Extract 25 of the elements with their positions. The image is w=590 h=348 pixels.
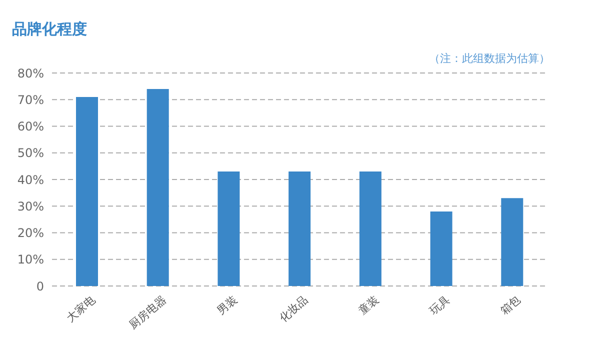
- bar: [288, 172, 311, 286]
- y-tick-label: 50%: [17, 146, 44, 160]
- x-tick-label: 玩具: [427, 293, 452, 318]
- bar: [76, 96, 98, 286]
- y-tick-label: 10%: [17, 252, 44, 267]
- y-tick-label: 80%: [17, 66, 44, 80]
- y-tick-label: 0: [36, 279, 44, 294]
- bar: [359, 172, 382, 286]
- y-tick-label: 20%: [17, 226, 44, 240]
- x-tick-label: 化妆品: [276, 293, 310, 325]
- bar: [218, 172, 240, 286]
- x-tick-label: 箱包: [498, 293, 524, 318]
- y-tick-label: 30%: [17, 199, 44, 214]
- chart-title: 品牌化程度: [12, 20, 87, 39]
- x-tick-label: 男装: [214, 293, 240, 318]
- bar: [146, 88, 169, 286]
- x-tick-label: 童装: [356, 293, 382, 318]
- y-tick-label: 40%: [17, 172, 44, 187]
- x-tick-label: 厨房电器: [126, 293, 169, 332]
- y-tick-label: 60%: [17, 120, 44, 134]
- y-tick-label: 70%: [17, 92, 44, 107]
- bar: [501, 198, 524, 286]
- text: （注：此组数据为估算）: [429, 51, 550, 66]
- x-tick-label: 大家电: [64, 293, 98, 325]
- bar: [430, 211, 452, 286]
